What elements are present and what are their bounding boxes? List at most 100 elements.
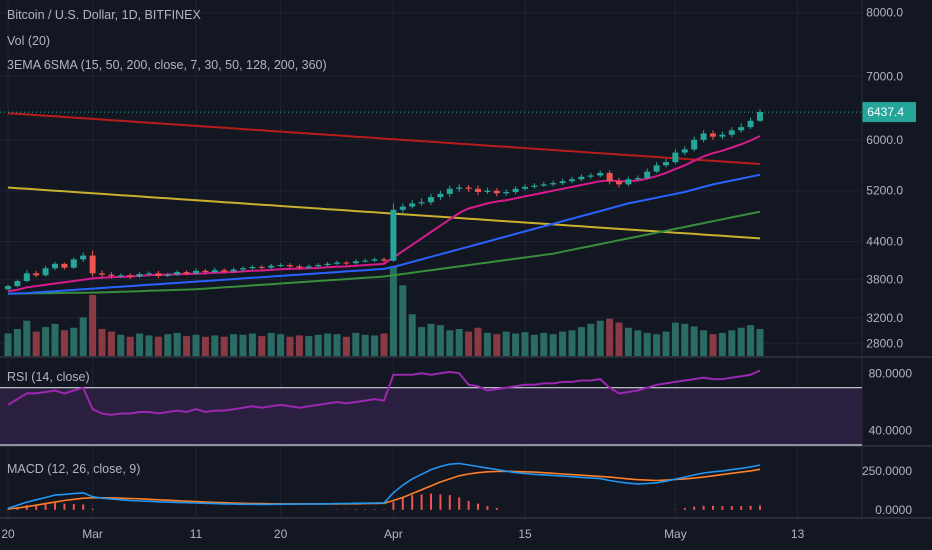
macd-histogram-bar: [712, 505, 714, 510]
volume-bar: [305, 336, 313, 356]
candle-body: [531, 185, 538, 187]
volume-bar: [606, 318, 614, 356]
candle-body: [625, 179, 632, 185]
macd-histogram-bar: [439, 494, 442, 510]
volume-bar: [32, 331, 40, 356]
volume-bar: [728, 330, 736, 356]
sma-360-line: [7, 112, 761, 165]
candle-body: [465, 187, 472, 189]
price-axis-label: 5200.0: [866, 184, 903, 198]
volume-bar: [540, 332, 548, 356]
time-axis-label: 13: [791, 527, 805, 541]
price-axis-label: 4400.0: [866, 235, 903, 249]
volume-bar: [23, 320, 31, 356]
volume-legend: Vol (20): [7, 34, 51, 48]
candle-body: [616, 181, 622, 185]
volume-bar: [211, 335, 219, 356]
macd-histogram-bar: [430, 493, 432, 510]
volume-bar: [51, 323, 59, 356]
price-axis-label: 8000.0: [866, 6, 903, 20]
candle-body: [738, 127, 745, 131]
volume-bar: [399, 285, 407, 356]
macd-histogram-bar: [35, 504, 38, 510]
candle-body: [653, 165, 660, 172]
candle-body: [61, 263, 68, 268]
volume-bar: [361, 334, 369, 356]
volume-bar: [380, 333, 388, 356]
candle-body: [728, 130, 735, 135]
macd-histogram-bar: [749, 505, 752, 510]
candle-body: [211, 270, 218, 273]
candle-body: [757, 112, 763, 121]
volume-bar: [60, 330, 68, 356]
volume-bar: [737, 327, 745, 356]
volume-bar: [107, 331, 115, 356]
macd-histogram-bar: [448, 495, 451, 510]
candle-body: [418, 202, 425, 204]
sma-50-line: [7, 210, 761, 295]
volume-bar: [483, 332, 491, 356]
volume-bar: [549, 334, 557, 356]
candle-body: [644, 171, 651, 178]
candle-body: [164, 274, 171, 276]
candle-body: [23, 273, 30, 281]
rsi-band: [0, 387, 862, 445]
candle-body: [484, 190, 491, 192]
volume-bar: [587, 323, 595, 356]
volume-bar: [559, 331, 567, 356]
macd-legend: MACD (12, 26, close, 9): [7, 462, 141, 476]
rsi-line: [7, 369, 761, 416]
macd-histogram-bar: [740, 506, 743, 510]
volume-bar: [577, 327, 585, 356]
candle-body: [268, 265, 275, 268]
candle-body: [700, 133, 707, 140]
volume-bar: [408, 314, 416, 356]
ma-legend: 3EMA 6SMA (15, 50, 200, close, 7, 30, 50…: [7, 58, 327, 72]
volume-bar: [295, 335, 303, 356]
candle-body: [258, 267, 265, 268]
current-price-label: 6437.4: [867, 105, 904, 119]
candle-body: [597, 172, 604, 176]
candle-body: [42, 268, 49, 276]
candle-body: [569, 179, 575, 182]
volume-bar: [333, 334, 341, 356]
macd-histogram-bar: [486, 506, 489, 510]
candle-body: [202, 270, 209, 273]
volume-bar: [89, 294, 97, 356]
volume-bar: [446, 330, 454, 356]
volume-bar: [465, 331, 473, 356]
time-axis-label: 20: [1, 527, 15, 541]
volume-bar: [70, 327, 78, 356]
volume-bar: [220, 336, 228, 356]
macd-histogram-bar: [759, 505, 761, 510]
volume-bar: [42, 327, 50, 356]
candle-body: [108, 274, 115, 276]
volume-bar: [634, 330, 642, 356]
macd-histogram-bar: [82, 504, 85, 510]
macd-histogram-bar: [401, 497, 404, 510]
candle-body: [277, 265, 284, 267]
volume-bar: [709, 334, 717, 356]
volume-bar: [681, 323, 689, 356]
volume-bar: [13, 329, 21, 356]
candle-body: [522, 186, 528, 189]
candle-body: [89, 255, 96, 274]
volume-bar: [521, 332, 529, 356]
volume-bar: [643, 332, 651, 356]
candle-body: [352, 261, 359, 264]
macd-histogram-bar: [477, 503, 479, 510]
volume-bar: [615, 322, 623, 356]
candle-body: [334, 262, 340, 264]
candle-body: [5, 286, 11, 290]
macd-histogram-bar: [63, 503, 66, 510]
candle-body: [127, 275, 134, 277]
volume-bar: [230, 334, 238, 356]
macd-histogram-bar: [702, 505, 705, 510]
rsi-legend: RSI (14, close): [7, 370, 90, 384]
candle-body: [719, 134, 726, 137]
macd-histogram-bar: [467, 500, 470, 510]
candle-body: [691, 139, 698, 150]
volume-bar: [455, 329, 463, 356]
volume-bar: [136, 333, 144, 356]
